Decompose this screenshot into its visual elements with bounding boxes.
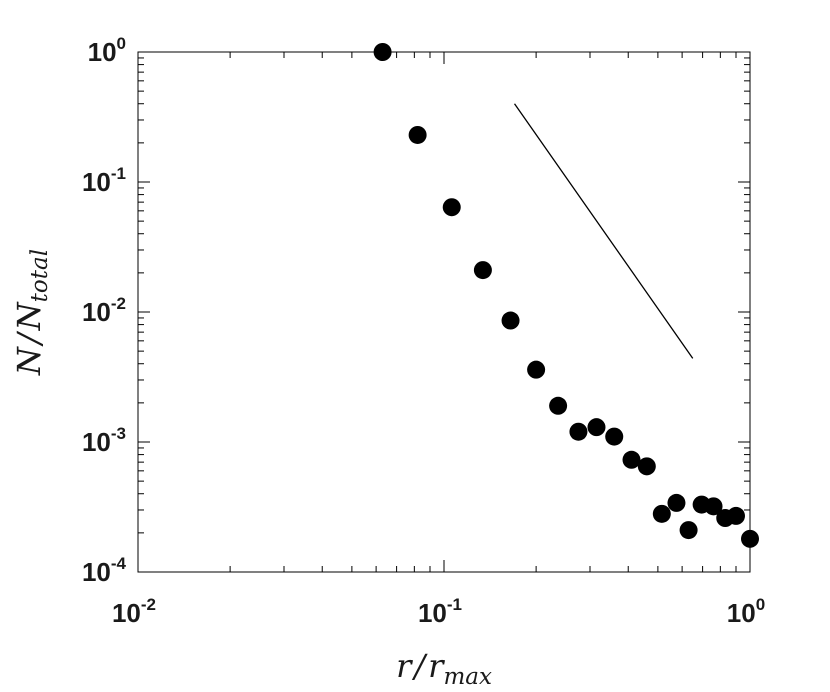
y-tick-label: 100: [88, 34, 126, 67]
y-tick-label-base: 10: [82, 297, 111, 327]
data-point: [652, 504, 671, 523]
y-tick-label-base: 10: [82, 167, 111, 197]
x-tick-label: 10-2: [112, 595, 156, 628]
data-point: [527, 360, 546, 379]
data-point: [408, 125, 427, 144]
x-label-sep: /: [411, 647, 428, 685]
x-label-main2: r: [428, 647, 445, 685]
y-label-main2: N: [10, 301, 48, 331]
x-tick-label-exponent: -1: [447, 595, 462, 614]
y-tick-label: 10-3: [82, 424, 126, 457]
y-tick-label-exponent: 0: [117, 34, 126, 53]
x-tick-label-base: 10: [727, 598, 756, 628]
y-tick-label-exponent: -4: [111, 554, 127, 573]
data-point: [637, 457, 656, 476]
data-point: [587, 418, 606, 437]
y-tick-label-exponent: -3: [111, 424, 126, 443]
y-tick-label-exponent: -2: [111, 294, 126, 313]
data-point: [622, 450, 641, 469]
x-tick-labels: 10-2 10-1 100: [112, 595, 765, 628]
y-axis-label: N/Ntotal: [10, 249, 53, 376]
data-point: [605, 427, 624, 446]
plot-area-frame: [137, 51, 751, 573]
minor-ticks: [138, 52, 750, 572]
major-ticks: [137, 51, 751, 573]
x-tick-label: 10-1: [418, 595, 462, 628]
y-tick-label-base: 10: [82, 557, 111, 587]
y-tick-label-base: 10: [82, 427, 111, 457]
reference-line-layer: [513, 103, 694, 359]
y-tick-label: 10-4: [82, 554, 127, 587]
data-point: [667, 493, 686, 512]
x-tick-label: 100: [727, 595, 765, 628]
data-point: [373, 43, 392, 61]
data-point: [726, 506, 745, 525]
y-label-main: N: [10, 346, 48, 376]
data-point: [704, 497, 723, 516]
y-tick-label-exponent: -1: [111, 164, 126, 183]
data-point: [679, 521, 698, 540]
y-tick-label: 10-1: [82, 164, 126, 197]
x-tick-label-base: 10: [112, 598, 141, 628]
x-tick-label-exponent: 0: [756, 595, 765, 614]
data-point: [473, 261, 492, 280]
data-point: [501, 311, 520, 330]
data-point: [442, 198, 461, 217]
y-tick-label-base: 10: [88, 37, 117, 67]
reference-slope-line: [513, 103, 694, 359]
x-axis-label: r/rmax: [396, 647, 492, 690]
x-tick-label-exponent: -2: [141, 595, 156, 614]
y-tick-label: 10-2: [82, 294, 126, 327]
y-label-sub: total: [27, 249, 53, 302]
data-point: [569, 422, 588, 441]
data-point: [549, 396, 568, 415]
data-point: [741, 529, 759, 548]
data-points: [373, 43, 759, 548]
x-label-main: r: [396, 647, 413, 685]
x-tick-label-base: 10: [418, 598, 447, 628]
y-label-sep: /: [10, 330, 48, 347]
x-label-sub: max: [443, 664, 492, 690]
